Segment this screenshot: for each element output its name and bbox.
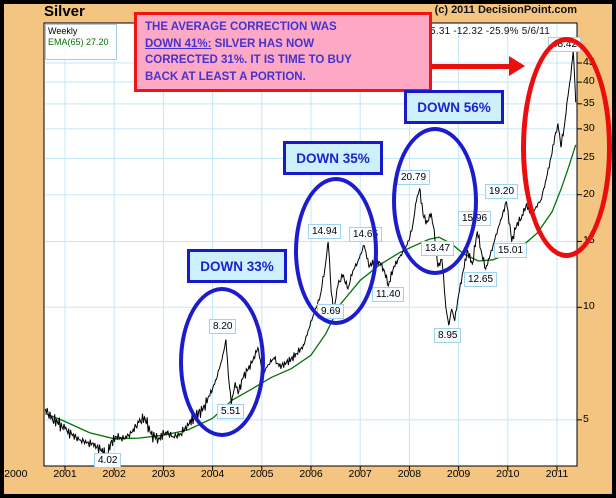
ema-legend-label: EMA(65) 27.20 bbox=[48, 37, 109, 47]
x-axis-label: 2008 bbox=[397, 468, 422, 480]
copyright-text: (c) 2011 DecisionPoint.com bbox=[434, 4, 577, 16]
current-correction-highlight-ellipse bbox=[521, 37, 612, 258]
x-axis-label: 2011 bbox=[545, 468, 569, 480]
quote-line: 35.31 -12.32 -25.9% 5/6/11 bbox=[424, 26, 550, 37]
correction-ellipse bbox=[179, 287, 265, 437]
commentary-line-3: CORRECTED 31%. IT IS TIME TO BUY bbox=[145, 54, 352, 66]
price-callout-label: 15.01 bbox=[494, 243, 528, 258]
price-callout-label: 12.65 bbox=[464, 272, 498, 287]
x-axis-label: 2010 bbox=[496, 468, 520, 480]
page-title: Silver bbox=[44, 3, 85, 20]
x-axis-label: 2002 bbox=[102, 468, 126, 480]
y-axis-label: 10 bbox=[583, 300, 595, 313]
x-axis-label: 2009 bbox=[446, 468, 471, 480]
x-axis-label: 2004 bbox=[200, 468, 225, 480]
correction-percent-box: DOWN 56% bbox=[404, 90, 504, 124]
commentary-line-1: THE AVERAGE CORRECTION WAS bbox=[145, 21, 337, 33]
timeframe-label: Weekly bbox=[48, 26, 78, 36]
correction-percent-box: DOWN 35% bbox=[283, 141, 383, 175]
chart-legend: Weekly EMA(65) 27.20 bbox=[45, 24, 117, 60]
price-callout-label: 4.02 bbox=[94, 453, 122, 468]
red-arrow-shaft bbox=[431, 64, 511, 69]
x-axis-label: 2005 bbox=[250, 468, 274, 480]
x-axis-label: 2007 bbox=[348, 468, 372, 480]
commentary-line-4: BACK AT LEAST A PORTION. bbox=[145, 70, 306, 83]
price-callout-label: 8.95 bbox=[434, 328, 462, 343]
commentary-line-2: DOWN 41%: SILVER HAS NOW bbox=[145, 37, 315, 50]
correction-ellipse bbox=[392, 127, 478, 275]
price-callout-label: 11.40 bbox=[372, 287, 405, 302]
red-arrow-head-icon bbox=[509, 56, 525, 76]
price-callout-label: 19.20 bbox=[485, 184, 519, 199]
y-axis-label: 5 bbox=[583, 412, 589, 425]
x-axis-label: 2003 bbox=[151, 468, 176, 480]
x-axis-label: 2001 bbox=[53, 468, 77, 480]
correction-ellipse bbox=[294, 177, 378, 325]
x-axis-label: 2006 bbox=[299, 468, 323, 480]
commentary-annotation-box: THE AVERAGE CORRECTION WAS DOWN 41%: SIL… bbox=[134, 12, 432, 92]
x-axis-label: 2000 bbox=[4, 468, 28, 480]
correction-percent-box: DOWN 33% bbox=[187, 249, 287, 283]
